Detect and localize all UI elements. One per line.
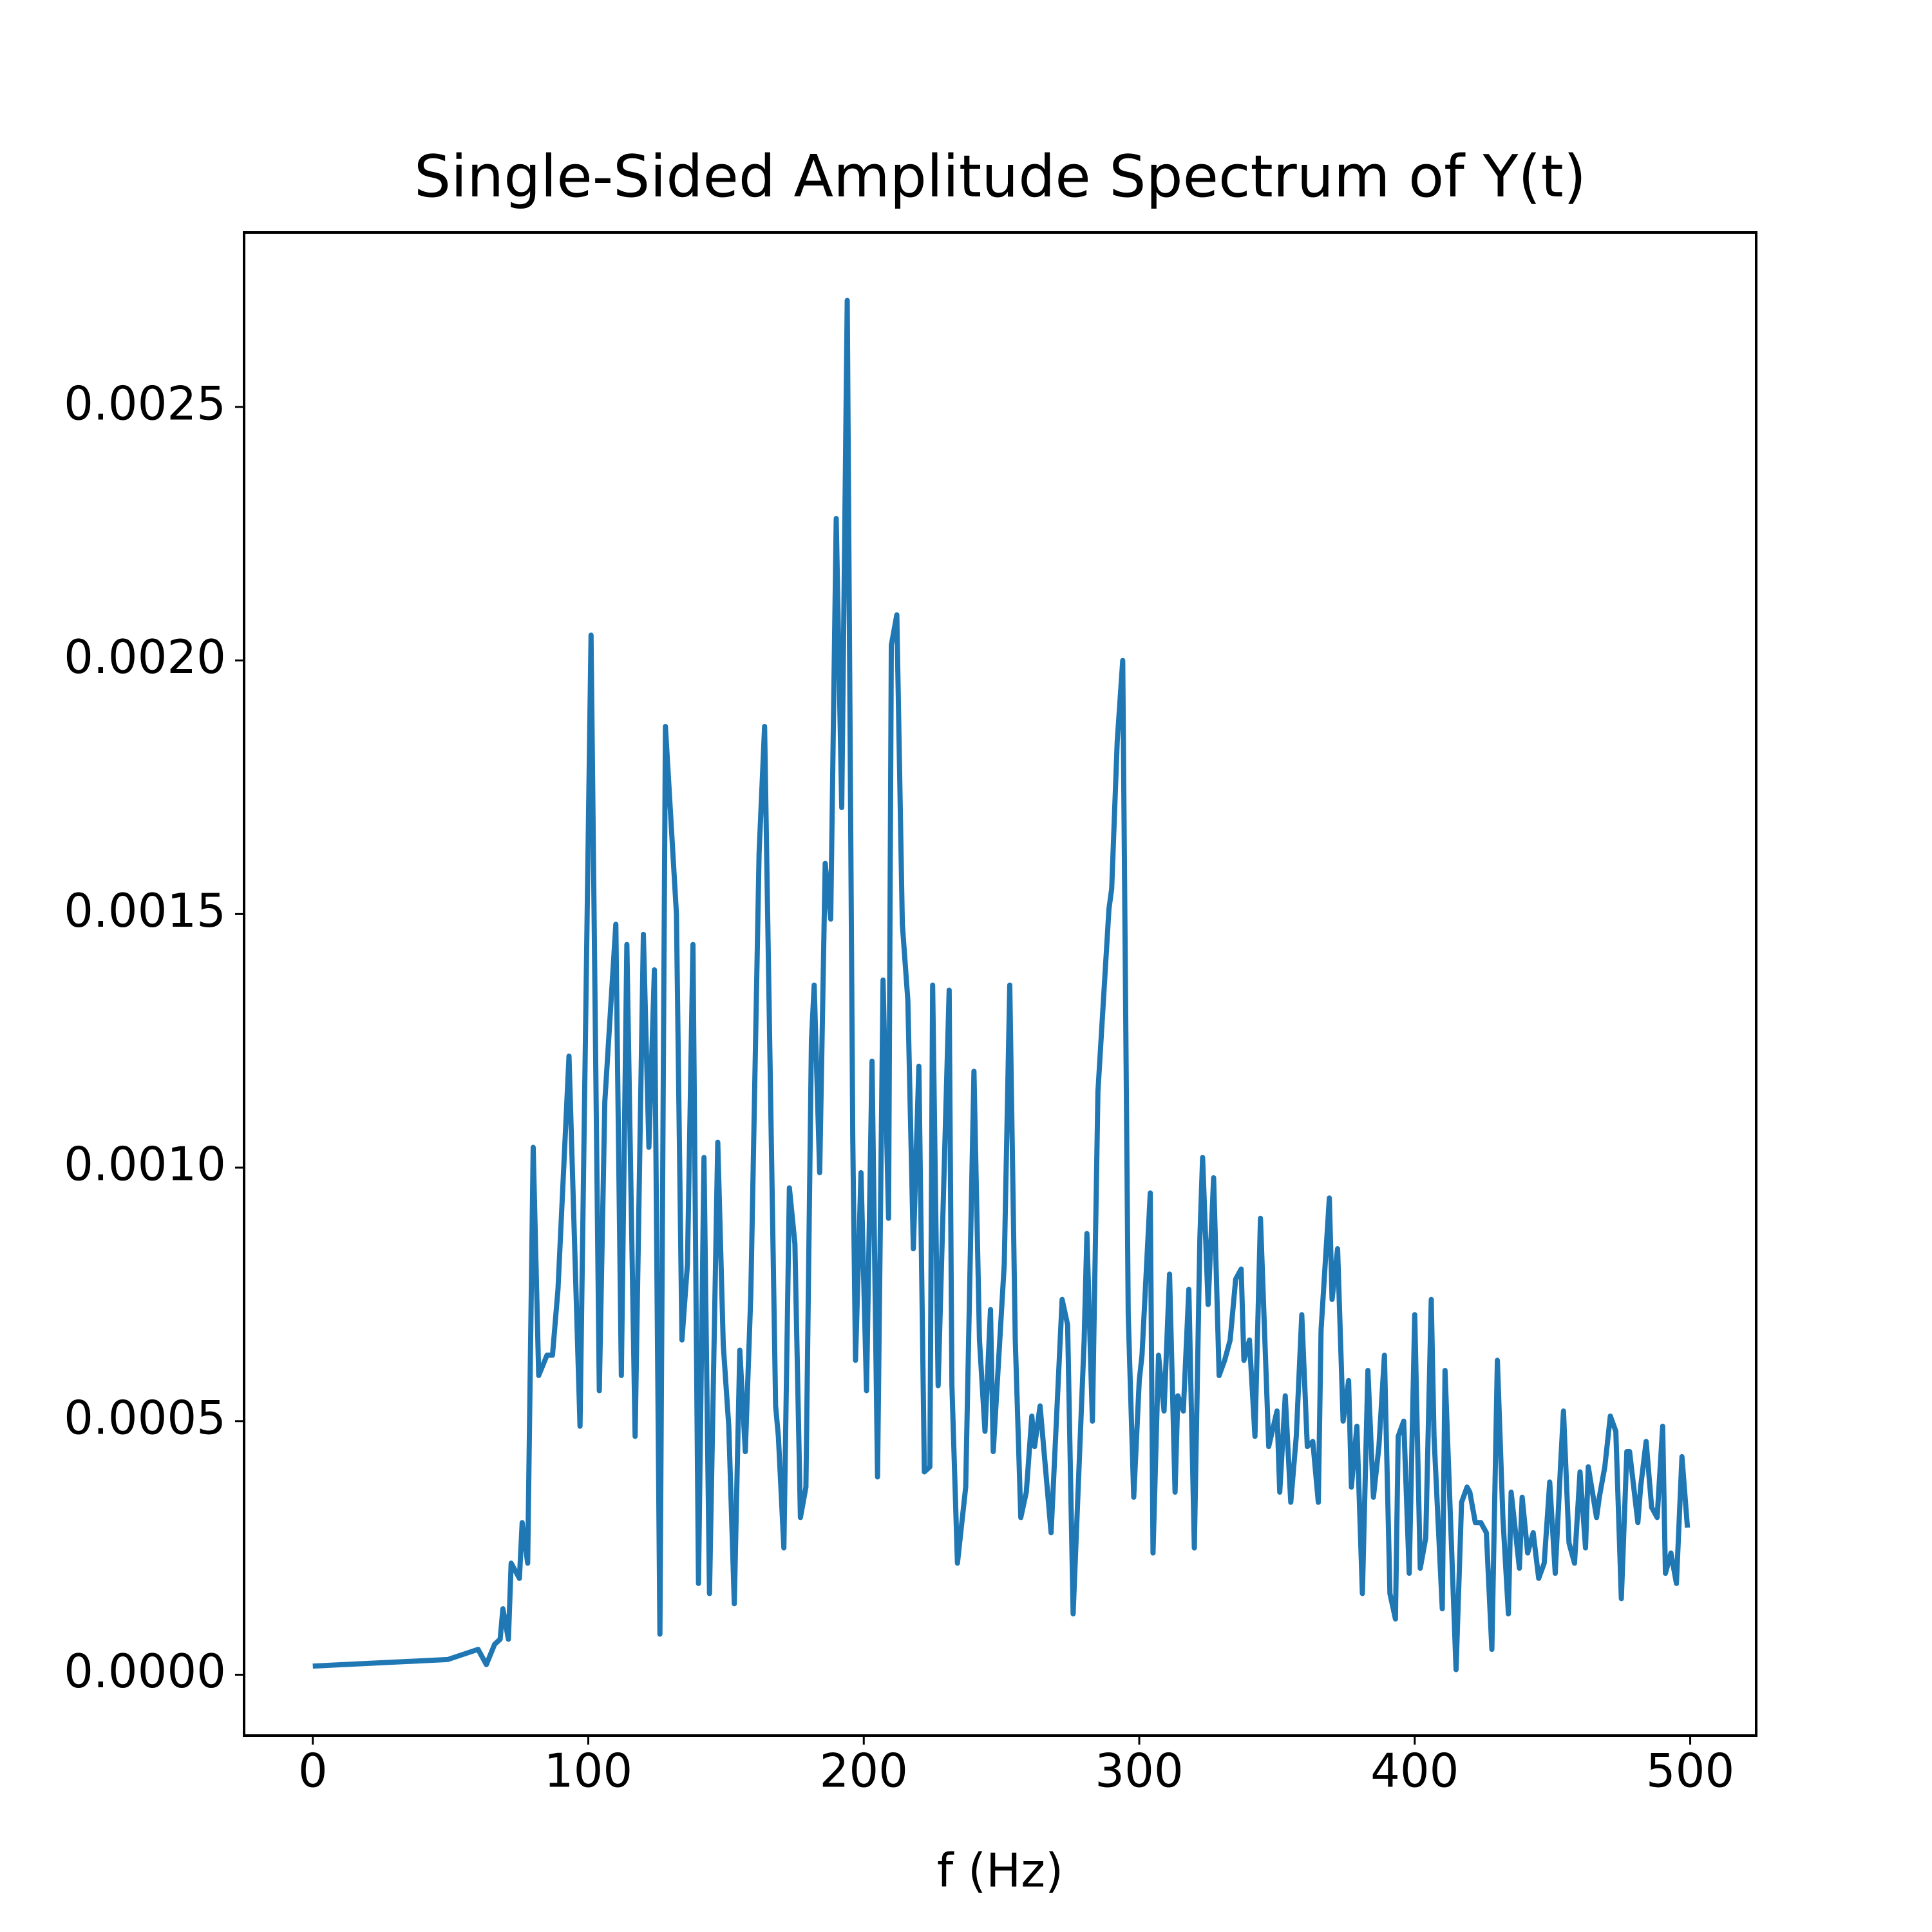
x-tick-label: 400 (1370, 1744, 1459, 1798)
plot-frame (243, 231, 1757, 1737)
y-tick-label: 0.0025 (64, 376, 226, 430)
chart-title: Single-Sided Amplitude Spectrum of Y(t) (414, 143, 1586, 211)
x-tick-label: 0 (298, 1744, 328, 1798)
x-tick-label: 300 (1095, 1744, 1183, 1798)
data-line (312, 298, 1690, 1672)
x-tick-label: 100 (544, 1744, 632, 1798)
x-axis-label: f (Hz) (937, 1844, 1063, 1898)
y-tick-label: 0.0015 (64, 884, 226, 938)
x-tick-label: 200 (820, 1744, 908, 1798)
y-tick-label: 0.0000 (64, 1644, 226, 1698)
y-tick-label: 0.0020 (64, 630, 226, 684)
y-tick-label: 0.0005 (64, 1390, 226, 1444)
y-tick-label: 0.0010 (64, 1137, 226, 1191)
x-tick-label: 500 (1646, 1744, 1734, 1798)
